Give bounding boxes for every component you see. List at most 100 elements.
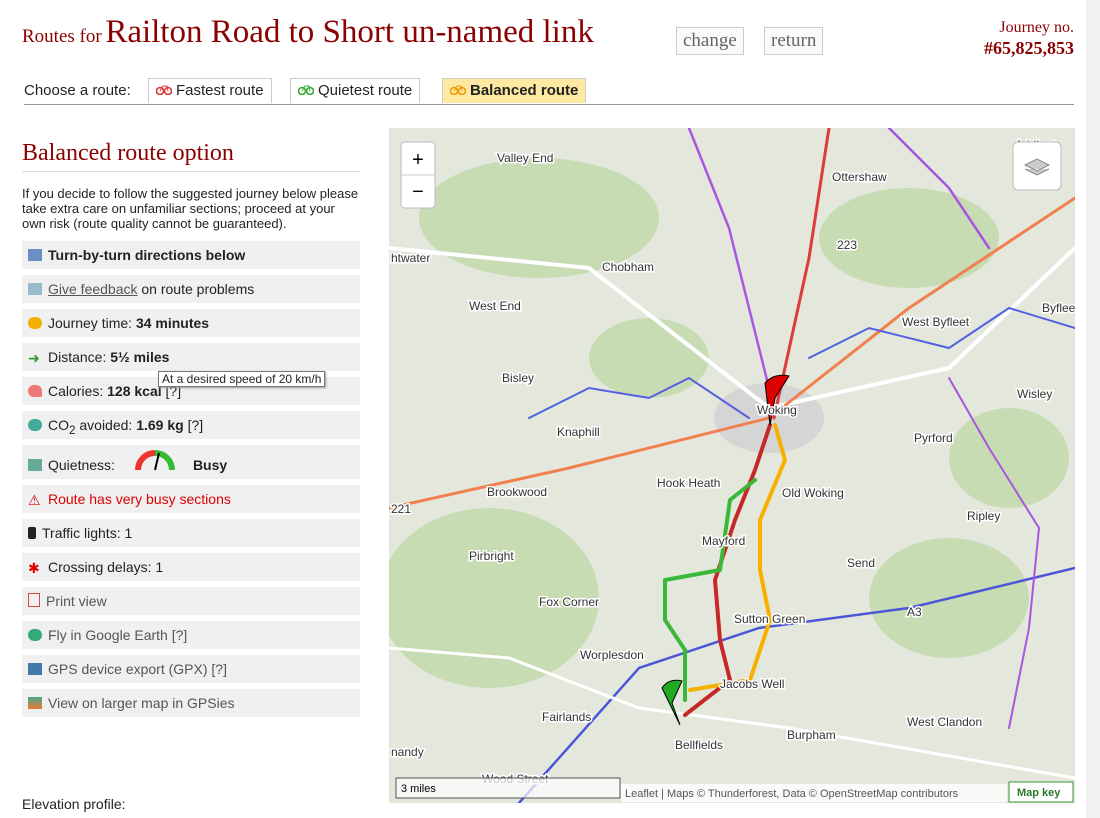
return-button[interactable]: return [764, 27, 824, 55]
lights-text: Traffic lights: 1 [42, 525, 133, 541]
end-marker [764, 374, 790, 426]
scale-label: 3 miles [401, 783, 436, 795]
place-label: 223 [837, 238, 857, 252]
place-label: Bellfields [675, 738, 723, 752]
tooltip: At a desired speed of 20 km/h [158, 371, 326, 387]
icon [28, 283, 42, 295]
quietness-gauge [134, 450, 175, 471]
distance-item: ➜ Distance: 5½ miles [22, 343, 360, 371]
icon [28, 629, 42, 641]
help-link[interactable]: [?] [187, 417, 204, 433]
place-label: Wisley [1017, 387, 1052, 401]
place-label: Worplesdon [580, 648, 644, 662]
place-label: Bisley [502, 371, 534, 385]
place-label: Pirbright [469, 549, 514, 563]
lights-item: Traffic lights: 1 [22, 519, 360, 547]
icon [28, 249, 42, 261]
scrollbar [1086, 0, 1100, 818]
icon [28, 459, 42, 471]
place-label: West Clandon [907, 715, 982, 729]
journey-info: Journey no. #65,825,853 [984, 18, 1074, 60]
place-label: htwater [391, 251, 430, 265]
help-link[interactable]: [?] [165, 383, 182, 399]
header: Routes for Railton Road to Short un-name… [22, 14, 594, 51]
calories-value: 128 kcal [107, 383, 162, 399]
warning-text: Route has very busy sections [48, 491, 231, 507]
icon: ✱ [28, 560, 40, 576]
feedback-item: Give feedback on route problems [22, 275, 360, 303]
feedback-link[interactable]: Give feedback [48, 281, 138, 297]
zoom-out[interactable]: − [412, 181, 424, 203]
tab-label: Fastest route [176, 82, 264, 99]
change-button[interactable]: change [676, 27, 744, 55]
place-label: Old Woking [782, 486, 844, 500]
feedback-text: on route problems [141, 281, 255, 297]
routes [663, 423, 787, 717]
quietness-item: Quietness: Busy [22, 445, 360, 479]
route-panel: Balanced route option If you decide to f… [22, 140, 360, 723]
zoom-in[interactable]: + [412, 149, 424, 171]
bike-icon [450, 85, 466, 95]
co2-value: 1.69 kg [136, 417, 184, 433]
time-item: Journey time: 34 minutes [22, 309, 360, 337]
balanced-tab[interactable]: Balanced route [442, 78, 587, 103]
journey-label: Journey no. [999, 19, 1074, 36]
gpsies-item[interactable]: View on larger map in GPSies [22, 689, 360, 717]
quietness-label: Quietness: [48, 457, 115, 473]
place-label: Ottershaw [832, 170, 887, 184]
layers-icon [1023, 158, 1051, 176]
attribution: Leaflet | Maps © Thunderforest, Data © O… [625, 788, 959, 800]
distance-label: Distance: [48, 349, 107, 365]
icon [28, 663, 42, 675]
panel-title: Balanced route option [22, 140, 360, 172]
icon: ⚠ [28, 492, 41, 508]
tab-label: Balanced route [470, 82, 579, 99]
place-label: Hook Heath [657, 476, 720, 490]
start-marker [661, 679, 683, 726]
balanced-route [688, 423, 787, 692]
title-prefix: Routes for [22, 26, 102, 47]
gpx-item[interactable]: GPS device export (GPX) [?] [22, 655, 360, 683]
crossings-text: Crossing delays: 1 [48, 559, 164, 575]
icon [28, 317, 42, 329]
warning-item: ⚠ Route has very busy sections [22, 485, 360, 513]
quietness-value: Busy [192, 457, 228, 473]
icon [28, 593, 40, 607]
roads [389, 128, 1075, 803]
journey-number: #65,825,853 [984, 38, 1074, 58]
map[interactable]: Valley EndAddlestOttershaw223htwaterChob… [389, 128, 1075, 803]
gpx-text: GPS device export (GPX) [?] [48, 661, 227, 677]
place-label: Pyrford [914, 431, 953, 445]
place-label: Fairlands [542, 710, 591, 724]
place-label: Woking [757, 403, 797, 417]
route-tabs: Choose a route: Fastest route Quietest r… [24, 78, 1074, 105]
icon: ➜ [28, 350, 40, 366]
place-label: West Byfleet [902, 315, 970, 329]
earth-item[interactable]: Fly in Google Earth [?] [22, 621, 360, 649]
fastest-tab[interactable]: Fastest route [148, 78, 272, 103]
elevation-label: Elevation profile: [22, 796, 126, 812]
print-item[interactable]: Print view [22, 587, 360, 615]
place-label: Byfleet [1042, 301, 1075, 315]
bike-icon [298, 85, 314, 95]
gpsies-text: View on larger map in GPSies [48, 695, 235, 711]
place-label: Send [847, 556, 875, 570]
calories-label: Calories: [48, 383, 104, 399]
directions-text: Turn-by-turn directions below [48, 247, 246, 263]
tabs-label: Choose a route: [24, 82, 131, 99]
woodland [389, 158, 1069, 688]
map-key-button[interactable] [1008, 781, 1074, 803]
place-label: Sutton Green [734, 612, 805, 626]
quietest-tab[interactable]: Quietest route [290, 78, 421, 103]
earth-text: Fly in Google Earth [?] [48, 627, 188, 643]
place-label: nandy [391, 745, 424, 759]
place-label: Chobham [602, 260, 654, 274]
place-label: Ripley [967, 509, 1000, 523]
attribution-box [621, 784, 1007, 802]
place-label: A3 [907, 605, 922, 619]
directions-item[interactable]: Turn-by-turn directions below [22, 241, 360, 269]
tab-label: Quietest route [318, 82, 413, 99]
distance-value: 5½ miles [110, 349, 170, 365]
